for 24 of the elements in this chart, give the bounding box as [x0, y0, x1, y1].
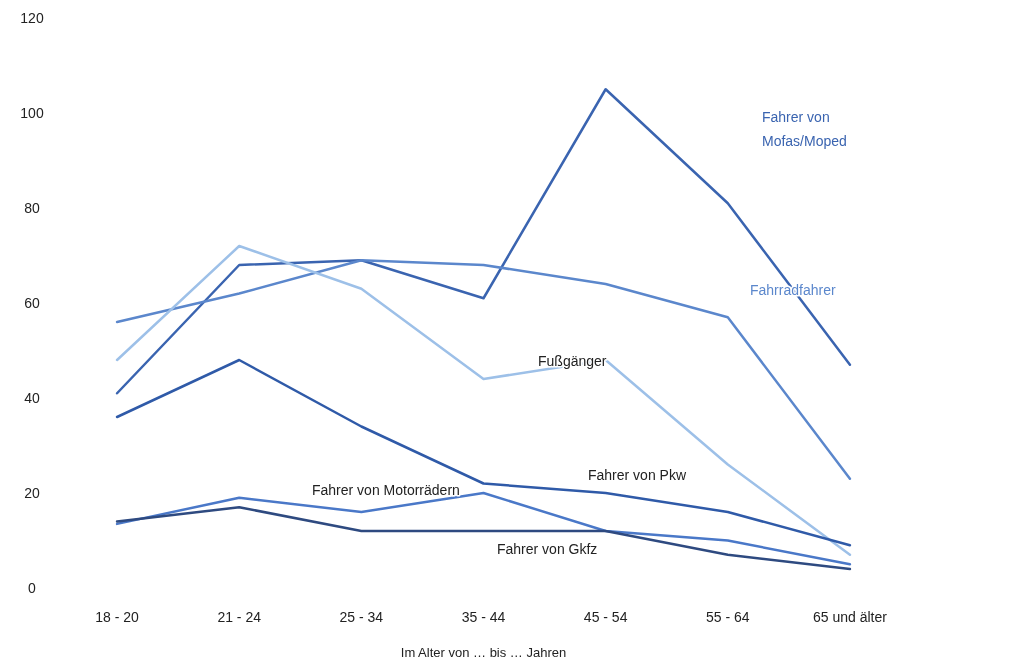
line-series: [115, 244, 852, 556]
x-axis-title: Im Alter von … bis … Jahren: [400, 645, 567, 660]
y-tick-label: 120: [20, 9, 44, 26]
x-tick-label: 18 - 20: [95, 609, 140, 625]
x-tick-label: 55 - 64: [705, 609, 750, 625]
x-tick-label: 35 - 44: [461, 609, 506, 625]
series-label: Fahrer von Motorrädern: [312, 482, 460, 498]
y-tick-label: 0: [28, 579, 37, 596]
x-tick-label: 45 - 54: [583, 609, 628, 625]
y-tick-label: 60: [24, 294, 40, 311]
series-label: Fußgänger: [538, 353, 607, 369]
text: Fahrer von Mofas/Moped: [762, 109, 847, 149]
x-tick-label: 25 - 34: [339, 609, 384, 625]
y-tick-label: 40: [24, 389, 40, 406]
x-tick-label: 21 - 24: [217, 609, 262, 625]
x-tick-label: 65 und älter: [812, 609, 888, 625]
y-tick-label: 20: [24, 484, 40, 501]
y-tick-label: 80: [24, 199, 40, 216]
series-label: Fahrer von Gkfz: [497, 541, 598, 557]
line-series: [115, 88, 852, 395]
line-series: [115, 259, 852, 480]
y-tick-label: 100: [20, 104, 44, 121]
series-label: Fahrer von Pkw: [588, 467, 687, 483]
line-series: [115, 506, 852, 571]
